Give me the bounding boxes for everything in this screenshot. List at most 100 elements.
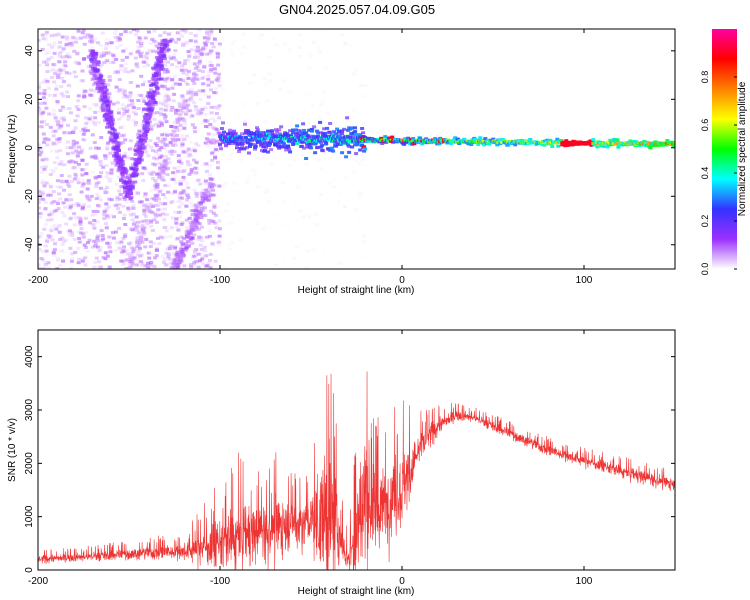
heatmap-cell	[110, 149, 115, 153]
heatmap-cell	[126, 114, 131, 118]
heatmap-cell	[75, 114, 80, 118]
heatmap-cell	[173, 219, 178, 223]
heatmap-cell	[45, 238, 49, 242]
heatmap-cell	[338, 187, 343, 191]
heatmap-cell	[123, 258, 128, 262]
heatmap-cell	[142, 226, 147, 230]
heatmap-cell	[152, 203, 157, 207]
heatmap-cell	[353, 150, 358, 154]
heatmap-cell	[139, 130, 144, 134]
heatmap-cell	[113, 149, 118, 153]
heatmap-cell	[181, 236, 186, 240]
heatmap-cell	[173, 137, 178, 141]
heatmap-cell	[59, 85, 64, 89]
heatmap-cell	[137, 144, 142, 148]
heatmap-cell	[102, 51, 107, 54]
heatmap-cell	[139, 42, 144, 45]
heatmap-cell	[234, 134, 238, 138]
heatmap-cell	[307, 66, 312, 70]
heatmap-cell	[190, 99, 195, 103]
heatmap-cell	[144, 56, 149, 60]
heatmap-cell	[130, 200, 135, 203]
heatmap-cell	[433, 137, 438, 141]
heatmap-cell	[90, 88, 95, 92]
heatmap-cell	[128, 95, 133, 98]
heatmap-cell	[163, 159, 168, 163]
heatmap-cell	[253, 143, 257, 147]
heatmap-cell	[264, 188, 269, 191]
heatmap-cell	[157, 42, 162, 46]
heatmap-cell	[193, 207, 198, 211]
heatmap-cell	[123, 67, 128, 70]
heatmap-cell	[122, 179, 127, 183]
heatmap-cell	[300, 131, 305, 135]
heatmap-cell	[190, 78, 195, 82]
heatmap-cell	[253, 147, 257, 151]
heatmap-cell	[114, 203, 119, 207]
heatmap-cell	[237, 62, 242, 66]
heatmap-cell	[255, 101, 260, 105]
heatmap-cell	[77, 215, 82, 219]
heatmap-cell	[183, 99, 188, 103]
heatmap-cell	[176, 121, 181, 124]
heatmap-cell	[162, 260, 167, 264]
heatmap-cell	[162, 31, 167, 35]
heatmap-cell	[149, 125, 154, 129]
heatmap-cell	[115, 34, 120, 37]
heatmap-cell	[136, 136, 141, 140]
heatmap-cell	[196, 252, 201, 256]
heatmap-cell	[320, 143, 325, 147]
heatmap-cell	[173, 74, 178, 78]
heatmap-cell	[202, 64, 207, 68]
heatmap-cell	[60, 50, 65, 54]
heatmap-cell	[86, 36, 91, 40]
heatmap-cell	[184, 249, 189, 253]
heatmap-cell	[176, 228, 181, 232]
heatmap-cell	[358, 133, 363, 137]
heatmap-cell	[184, 191, 188, 195]
heatmap-cell	[72, 177, 77, 181]
heatmap-cell	[107, 235, 112, 239]
heatmap-cell	[291, 128, 296, 132]
heatmap-cell	[207, 190, 212, 194]
heatmap-cell	[126, 273, 130, 276]
heatmap-cell	[308, 134, 313, 138]
heatmap-cell	[146, 154, 151, 158]
heatmap-cell	[71, 129, 76, 133]
heatmap-cell	[61, 47, 66, 51]
heatmap-cell	[53, 129, 58, 133]
heatmap-cell	[178, 215, 183, 219]
heatmap-cell	[334, 144, 339, 148]
heatmap-cell	[353, 130, 358, 133]
heatmap-cell	[94, 256, 99, 260]
heatmap-cell	[174, 125, 179, 129]
heatmap-cell	[343, 206, 348, 209]
heatmap-cell	[154, 214, 159, 218]
heatmap-cell	[299, 240, 304, 244]
heatmap-cell	[194, 260, 199, 264]
heatmap-cell	[98, 65, 103, 69]
heatmap-cell	[121, 95, 126, 99]
heatmap-cell	[589, 143, 594, 147]
heatmap-cell	[163, 100, 168, 104]
heatmap-cell	[288, 150, 293, 154]
heatmap-cell	[175, 255, 180, 259]
heatmap-cell	[127, 147, 132, 151]
heatmap-cell	[106, 83, 111, 87]
heatmap-cell	[107, 103, 111, 107]
heatmap-cell	[51, 63, 56, 67]
heatmap-cell	[269, 148, 274, 152]
heatmap-cell	[207, 139, 212, 143]
heatmap-cell	[148, 127, 153, 131]
heatmap-cell	[358, 191, 363, 195]
heatmap-cell	[117, 167, 122, 171]
heatmap-cell	[297, 54, 302, 58]
heatmap-cell	[116, 207, 121, 211]
heatmap-cell	[98, 160, 103, 164]
heatmap-cell	[314, 212, 319, 216]
heatmap-cell	[178, 196, 183, 200]
heatmap-cell	[159, 77, 164, 81]
heatmap-cell	[159, 67, 164, 71]
heatmap-cell	[145, 221, 150, 225]
